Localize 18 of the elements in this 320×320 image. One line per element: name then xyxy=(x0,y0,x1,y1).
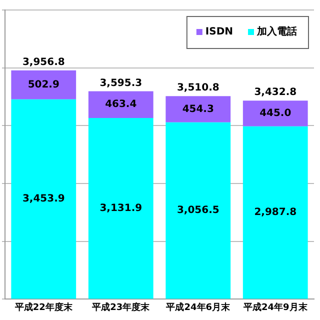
data-label: 454.3 xyxy=(182,104,214,115)
x-tick-label: 平成23年度末 xyxy=(91,302,151,313)
data-label: 445.0 xyxy=(260,108,292,120)
total-label: 3,432.8 xyxy=(254,87,297,98)
x-tick-label: 平成24年9月末 xyxy=(242,302,308,313)
data-label: 3,056.5 xyxy=(176,205,220,216)
total-label: 3,510.8 xyxy=(176,82,220,94)
total-label: 3,595.3 xyxy=(100,78,142,89)
legend-label: ISDN xyxy=(205,26,233,38)
data-label: 3,131.9 xyxy=(100,202,142,214)
x-tick-label: 平成22年度末 xyxy=(14,302,74,313)
data-label: 502.9 xyxy=(28,79,60,90)
total-label: 3,956.8 xyxy=(22,56,65,68)
data-label: 3,453.9 xyxy=(22,194,65,205)
data-label: 463.4 xyxy=(105,99,137,110)
legend-label: 加入電話 xyxy=(256,26,297,38)
data-label: 2,987.8 xyxy=(254,207,297,218)
x-tick-label: 平成24年6月末 xyxy=(165,302,232,313)
